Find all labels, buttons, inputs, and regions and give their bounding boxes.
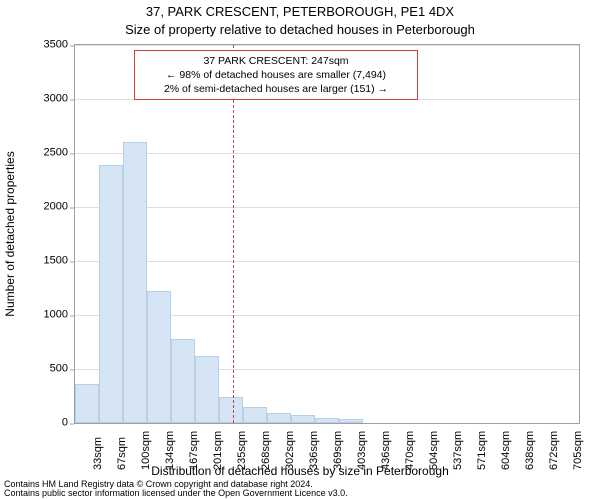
histogram-bar [315,418,339,423]
histogram-bar [267,413,291,423]
y-tick: 1500 [20,256,68,267]
x-tick: 336sqm [308,431,320,470]
x-tick: 638sqm [524,431,536,470]
annotation-line: ← 98% of detached houses are smaller (7,… [141,68,411,82]
chart-title-line1: 37, PARK CRESCENT, PETERBOROUGH, PE1 4DX [0,4,600,19]
histogram-bar [147,291,171,423]
y-tick: 3500 [20,40,68,51]
gridline [75,261,579,262]
x-tick: 470sqm [404,431,416,470]
y-tick: 2500 [20,148,68,159]
histogram-bar [291,415,315,423]
y-tick: 3000 [20,94,68,105]
plot-area [74,44,580,424]
histogram-bar [99,165,123,423]
x-tick: 235sqm [236,431,248,470]
y-tick: 500 [20,364,68,375]
x-tick: 705sqm [572,431,584,470]
y-tick: 1000 [20,310,68,321]
x-tick: 436sqm [380,431,392,470]
x-tick: 571sqm [476,431,488,470]
x-tick: 604sqm [500,431,512,470]
x-tick: 403sqm [356,431,368,470]
x-tick: 201sqm [212,431,224,470]
histogram-bar [339,419,363,423]
footer-line2: Contains public sector information licen… [4,488,348,498]
annotation-box: 37 PARK CRESCENT: 247sqm ← 98% of detach… [134,50,418,100]
gridline [75,153,579,154]
annotation-line: 37 PARK CRESCENT: 247sqm [141,54,411,68]
histogram-bar [195,356,219,423]
x-tick: 369sqm [332,431,344,470]
reference-line [233,45,234,423]
x-tick: 672sqm [548,431,560,470]
x-tick: 67sqm [116,437,128,470]
annotation-line: 2% of semi-detached houses are larger (1… [141,82,411,96]
x-tick: 33sqm [92,437,104,470]
histogram-bar [243,407,267,423]
x-tick: 134sqm [164,431,176,470]
y-axis-label: Number of detached properties [3,151,17,316]
histogram-bar [123,142,147,423]
histogram-bar [219,397,243,423]
x-tick: 268sqm [260,431,272,470]
x-tick: 100sqm [140,431,152,470]
gridline [75,207,579,208]
y-tick: 0 [20,418,68,429]
gridline [75,45,579,46]
footer: Contains HM Land Registry data © Crown c… [4,480,348,498]
histogram-bar [171,339,195,423]
x-tick: 504sqm [428,431,440,470]
y-tick: 2000 [20,202,68,213]
x-tick: 302sqm [284,431,296,470]
chart-title-line2: Size of property relative to detached ho… [0,22,600,37]
x-tick: 537sqm [452,431,464,470]
x-tick: 167sqm [188,431,200,470]
histogram-bar [75,384,99,423]
